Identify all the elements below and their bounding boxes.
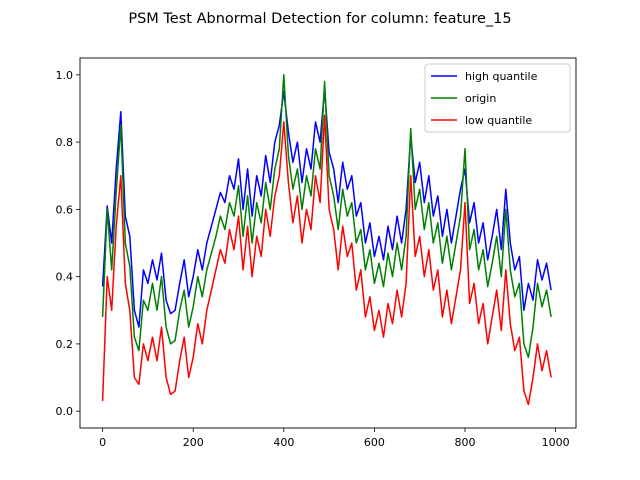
x-tick-label: 1000 <box>542 436 570 449</box>
x-tick-label: 0 <box>99 436 106 449</box>
series-line-2 <box>101 114 552 406</box>
plot-area <box>79 57 577 429</box>
chart-title: PSM Test Abnormal Detection for column: … <box>128 11 511 27</box>
x-tick-label: 600 <box>364 436 385 449</box>
series-layer <box>101 74 552 406</box>
legend-label-1: origin <box>465 92 496 105</box>
y-tick-label: 0.6 <box>56 203 74 216</box>
legend-box <box>424 63 571 133</box>
legend-label-2: low quantile <box>465 114 532 127</box>
y-tick-label: 0.4 <box>56 271 74 284</box>
series-line-1 <box>101 74 552 359</box>
y-tick-label: 0.8 <box>56 136 74 149</box>
y-tick-label: 0.2 <box>56 338 74 351</box>
x-tick-label: 400 <box>273 436 294 449</box>
axes-layer: 0 200 400 600 800 1000 0.0 0.2 0.4 0.6 0.8 1.0 <box>56 69 570 449</box>
y-tick-label: 0.0 <box>56 405 74 418</box>
x-tick-label: 200 <box>183 436 204 449</box>
legend-label-0: high quantile <box>465 70 538 83</box>
y-tick-label: 1.0 <box>56 69 74 82</box>
legend: high quantile origin low quantile <box>424 63 571 133</box>
x-tick-label: 800 <box>455 436 476 449</box>
